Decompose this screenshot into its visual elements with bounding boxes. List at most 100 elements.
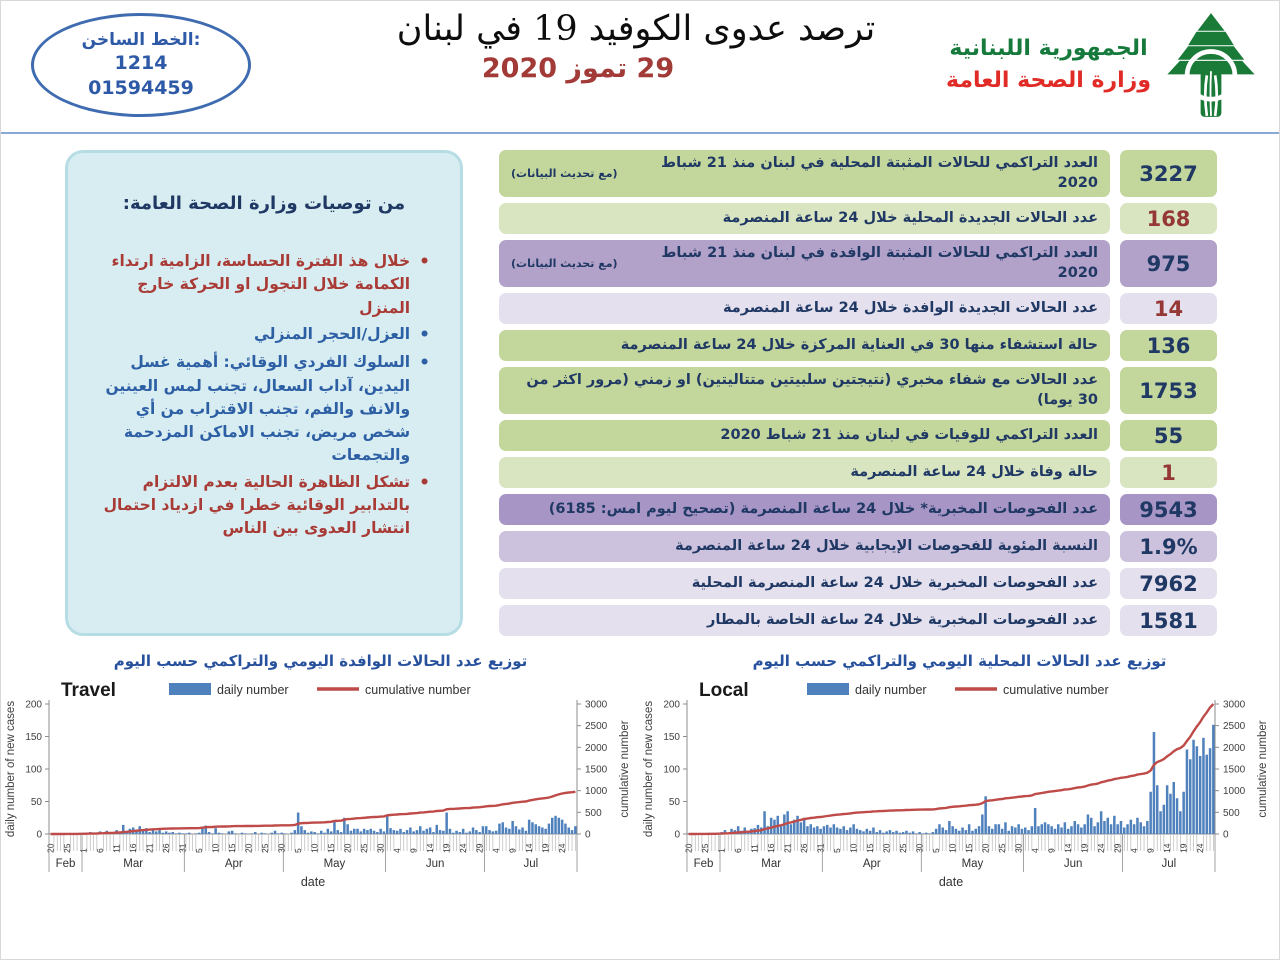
hotline-number-long: 01594459 (88, 77, 194, 100)
svg-text:6: 6 (95, 848, 105, 853)
svg-text:Feb: Feb (56, 858, 76, 870)
cumulative-line (50, 790, 576, 836)
local-chart: Local daily number cumulative number050100… (643, 680, 1269, 889)
recommendation-text: العزل/الحجر المنزلي (253, 324, 411, 343)
chart-title: Local (699, 680, 749, 701)
svg-text:20: 20 (684, 844, 694, 854)
legend-daily-label: daily number (855, 683, 927, 697)
stat-value: 136 (1120, 330, 1217, 362)
svg-text:Feb: Feb (694, 858, 714, 870)
svg-text:15: 15 (964, 844, 974, 854)
svg-text:0: 0 (1223, 830, 1229, 841)
stats-row: عدد الفحوصات المخبرية* خلال 24 ساعة المن… (499, 494, 1217, 526)
recommendation-item: • السلوك الفردي الوقائي: أهمية غسل اليدين… (88, 351, 430, 467)
svg-text:Jun: Jun (1064, 858, 1083, 870)
stat-label: العدد التراكمي للوفيات في لبنان منذ 21 ش… (720, 427, 1098, 444)
svg-text:10: 10 (948, 844, 958, 854)
svg-text:4: 4 (491, 848, 501, 853)
stats-row: عدد الفحوصات المخبرية خلال 24 ساعة المنص… (499, 568, 1217, 600)
bullet-icon: • (419, 472, 430, 493)
svg-text:16: 16 (128, 844, 138, 854)
svg-text:11: 11 (112, 844, 122, 853)
svg-text:200: 200 (663, 700, 680, 711)
svg-text:1000: 1000 (1223, 787, 1246, 798)
svg-text:14: 14 (524, 844, 534, 854)
svg-text:30: 30 (915, 844, 925, 854)
svg-text:19: 19 (541, 844, 551, 854)
stat-label-box: عدد الفحوصات المخبرية خلال 24 ساعة المنص… (499, 568, 1110, 600)
svg-text:1: 1 (717, 848, 727, 853)
stat-value: 168 (1120, 203, 1217, 235)
svg-text:26: 26 (161, 844, 171, 854)
stat-label-box: حالة وفاة خلال 24 ساعة المنصرمة (499, 457, 1110, 489)
recommendation-text: السلوك الفردي الوقائي: أهمية غسل اليدين،… (105, 353, 411, 465)
local-chart-title-ar: توزيع عدد الحالات المحلية اليومي والتراك… (752, 652, 1167, 671)
svg-text:9: 9 (1146, 848, 1156, 853)
svg-text:3000: 3000 (585, 700, 608, 711)
header: الخط الساخن: 1214 01594459 ترصد عدوى الك… (1, 1, 1279, 134)
stat-value: 1581 (1120, 605, 1217, 637)
svg-text:30: 30 (376, 844, 386, 854)
stat-label-box: العدد التراكمي للوفيات في لبنان منذ 21 ش… (499, 420, 1110, 452)
svg-text:5: 5 (293, 848, 303, 853)
report-date: 29 تموز 2020 (481, 53, 675, 84)
svg-text:2500: 2500 (1223, 722, 1246, 733)
stats-table: العدد التراكمي للحالات المثبتة المحلية ف… (499, 150, 1217, 637)
svg-text:21: 21 (783, 844, 793, 854)
ministry-name-line2: وزارة الصحة العامة (946, 68, 1151, 93)
svg-text:25: 25 (62, 844, 72, 854)
travel-chart-content: Travel daily number cumulative number05010… (5, 680, 631, 889)
bullet-icon: • (419, 252, 430, 272)
svg-text:25: 25 (997, 844, 1007, 854)
svg-text:2000: 2000 (585, 743, 608, 754)
stat-value: 9543 (1120, 494, 1217, 526)
svg-text:10: 10 (310, 844, 320, 854)
svg-text:Apr: Apr (225, 858, 243, 870)
right-axis-title: cumulative number (1257, 721, 1269, 818)
svg-text:26: 26 (799, 844, 809, 854)
stats-row: عدد الفحوصات المخبرية خلال 24 ساعة الخاص… (499, 605, 1217, 637)
svg-text:25: 25 (898, 844, 908, 854)
svg-text:9: 9 (508, 848, 518, 853)
cumulative-line (688, 703, 1215, 836)
svg-text:3000: 3000 (1223, 700, 1246, 711)
svg-text:1000: 1000 (585, 787, 608, 798)
main-content: من توصيات وزارة الصحة العامة: • خلال هذ ا… (1, 134, 1279, 637)
svg-text:9: 9 (409, 848, 419, 853)
svg-text:0: 0 (36, 830, 42, 841)
svg-text:500: 500 (585, 808, 602, 819)
travel-chart: Travel daily number cumulative number05010… (5, 680, 631, 889)
stat-label: عدد الحالات الجديدة الوافدة خلال 24 ساعة… (722, 299, 1098, 316)
legend-cumulative-label: cumulative number (1003, 683, 1109, 697)
stat-label-box: عدد الفحوصات المخبرية خلال 24 ساعة الخاص… (499, 605, 1110, 637)
recommendations-panel: من توصيات وزارة الصحة العامة: • خلال هذ ا… (65, 150, 463, 637)
svg-text:20: 20 (882, 844, 892, 854)
svg-text:10: 10 (211, 844, 221, 854)
svg-text:15: 15 (865, 844, 875, 854)
stat-value: 55 (1120, 420, 1217, 452)
recommendation-item: • خلال هذ الفترة الحساسة، الزامية ارتداء … (88, 250, 430, 320)
svg-text:Jun: Jun (426, 858, 445, 870)
legend-daily-label: daily number (217, 683, 289, 697)
stat-value: 1.9% (1120, 531, 1217, 563)
stat-label: عدد الحالات الجديدة المحلية خلال 24 ساعة… (722, 209, 1098, 226)
daily-bars (687, 725, 1215, 835)
chart-section-titles: توزيع عدد الحالات الوافدة اليومي والتراك… (1, 652, 1279, 670)
svg-text:100: 100 (663, 765, 680, 776)
svg-text:24: 24 (1096, 844, 1106, 854)
svg-text:May: May (324, 858, 346, 870)
svg-text:29: 29 (475, 844, 485, 854)
svg-text:24: 24 (1195, 844, 1205, 854)
stat-label: عدد الفحوصات المخبرية خلال 24 ساعة الخاص… (707, 612, 1098, 629)
svg-text:29: 29 (1113, 844, 1123, 854)
x-axis-title: date (939, 875, 963, 889)
svg-text:May: May (962, 858, 984, 870)
svg-text:14: 14 (1162, 844, 1172, 854)
cedar-tree-icon (1167, 13, 1255, 117)
svg-text:5: 5 (194, 848, 204, 853)
legend-cumulative-label: cumulative number (365, 683, 471, 697)
svg-text:19: 19 (1179, 844, 1189, 854)
stat-label: النسبة المئوية للفحوصات الإيجابية خلال 2… (675, 538, 1098, 555)
chart-title: Travel (61, 680, 116, 701)
bullet-icon: • (419, 353, 430, 374)
